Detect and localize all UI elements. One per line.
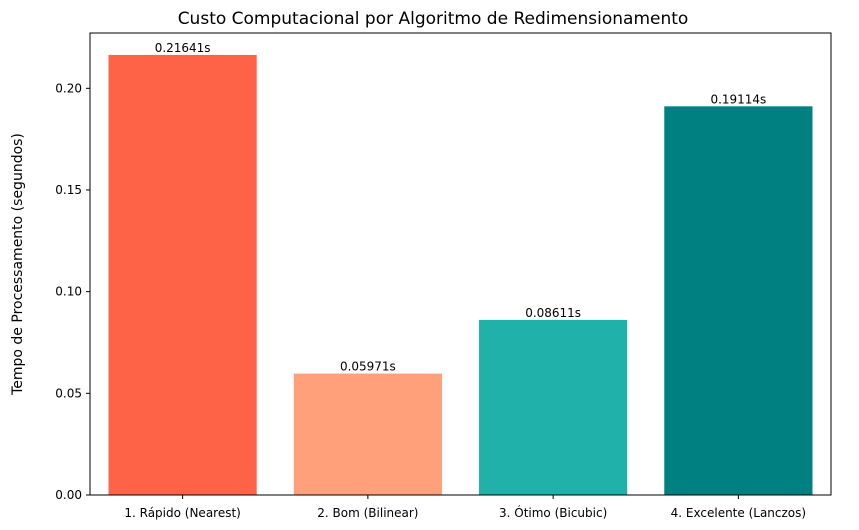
- plot-area: 0.21641s 1. Rápido (Nearest) 0.05971s 2. Bo…: [55, 32, 832, 520]
- data-label-1: 0.21641s: [155, 41, 211, 55]
- y-tick-label-3: 0.15: [55, 183, 82, 197]
- y-tick-label-2: 0.10: [55, 285, 82, 299]
- axes-frame: [89, 32, 832, 496]
- bar-1: [108, 54, 257, 496]
- y-tick-label-1: 0.05: [55, 386, 82, 400]
- y-axis-label: Tempo de Processamento (segundos): [10, 133, 26, 396]
- bar-3: [479, 319, 628, 495]
- bar-2: [293, 373, 442, 495]
- data-label-2: 0.05971s: [340, 360, 396, 374]
- bar-4: [664, 106, 813, 495]
- chart-title: Custo Computacional por Algoritmo de Red…: [178, 9, 689, 29]
- x-tick-label-1: 1. Rápido (Nearest): [124, 506, 241, 520]
- x-tick-label-3: 3. Ótimo (Bicubic): [499, 505, 607, 520]
- data-label-3: 0.08611s: [525, 306, 581, 320]
- y-tick-label-4: 0.20: [55, 81, 82, 95]
- x-tick-label-2: 2. Bom (Bilinear): [317, 506, 418, 520]
- data-label-4: 0.19114s: [710, 92, 766, 106]
- y-tick-label-0: 0.00: [55, 488, 82, 502]
- x-tick-label-4: 4. Excelente (Lanczos): [671, 506, 806, 520]
